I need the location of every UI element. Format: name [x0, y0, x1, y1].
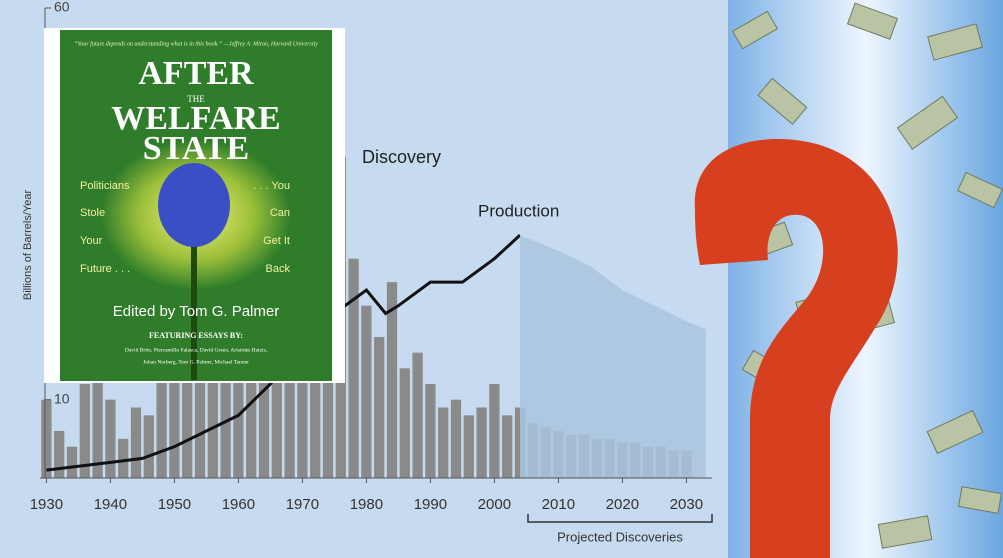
bar	[438, 407, 449, 478]
bracket	[527, 514, 713, 523]
bar	[79, 384, 90, 478]
cover-left: Stole	[80, 207, 105, 219]
book-title: AFTER	[138, 55, 254, 92]
bar	[169, 305, 180, 478]
cover-right: Back	[266, 263, 291, 275]
book-cover: “Your future depends on understanding wh…	[44, 28, 345, 383]
quote: “Your future depends on understanding wh…	[74, 40, 318, 47]
bar	[502, 415, 513, 478]
bar	[386, 282, 398, 478]
annotation: Projected Discoveries	[557, 529, 683, 544]
bar	[374, 337, 385, 478]
bar	[425, 384, 436, 478]
question-mark	[694, 138, 898, 558]
bar	[463, 415, 474, 478]
tulip	[158, 163, 230, 247]
bar	[489, 384, 500, 478]
bar	[66, 446, 78, 478]
bar	[92, 337, 103, 478]
y-axis-label: Billions of Barrels/Year	[22, 190, 34, 301]
x-tick-label: 1940	[94, 496, 127, 513]
bar	[450, 399, 462, 478]
cover-left: Your	[80, 235, 103, 247]
x-tick-label: 1980	[350, 496, 383, 513]
cover-left: Politicians	[80, 180, 130, 192]
stem	[191, 230, 197, 380]
names: Johan Norberg, Tom G. Palmer, Michael Ta…	[143, 359, 249, 365]
y-tick-label: 60	[54, 0, 70, 15]
x-tick-label: 1930	[30, 496, 63, 513]
names: David Brito, Piercamillo Falasca, David …	[125, 347, 268, 353]
bar	[412, 352, 423, 478]
area	[520, 235, 706, 478]
book-title: THE	[187, 94, 205, 104]
x-tick-label: 2000	[478, 496, 511, 513]
bar	[143, 415, 154, 478]
x-tick-label: 1950	[158, 496, 191, 513]
x-tick-label: 1970	[286, 496, 319, 513]
book-title: STATE	[143, 130, 249, 167]
bar	[54, 431, 65, 478]
cover-left: Future . . .	[80, 263, 130, 275]
bar	[105, 399, 116, 478]
bar	[130, 407, 142, 478]
featuring: FEATURING ESSAYS BY:	[149, 331, 243, 340]
bar	[399, 368, 410, 478]
x-tick-label: 1990	[414, 496, 447, 513]
y-tick-label: 10	[54, 390, 70, 406]
bar	[476, 407, 487, 478]
series-label: Discovery	[362, 147, 441, 167]
x-tick-label: 2030	[670, 496, 703, 513]
book-title: WELFARE	[111, 100, 280, 137]
bar	[118, 438, 129, 478]
series-label: Production	[478, 201, 559, 220]
bar	[348, 258, 359, 478]
bar	[361, 305, 372, 478]
editor: Edited by Tom G. Palmer	[113, 303, 279, 320]
cover-right: . . . You	[253, 180, 290, 192]
x-tick-label: 1960	[222, 496, 255, 513]
x-tick-label: 2010	[542, 496, 575, 513]
cover-right: Can	[270, 207, 290, 219]
cover-right: Get It	[263, 235, 290, 247]
x-tick-label: 2020	[606, 496, 639, 513]
bar	[41, 399, 52, 478]
